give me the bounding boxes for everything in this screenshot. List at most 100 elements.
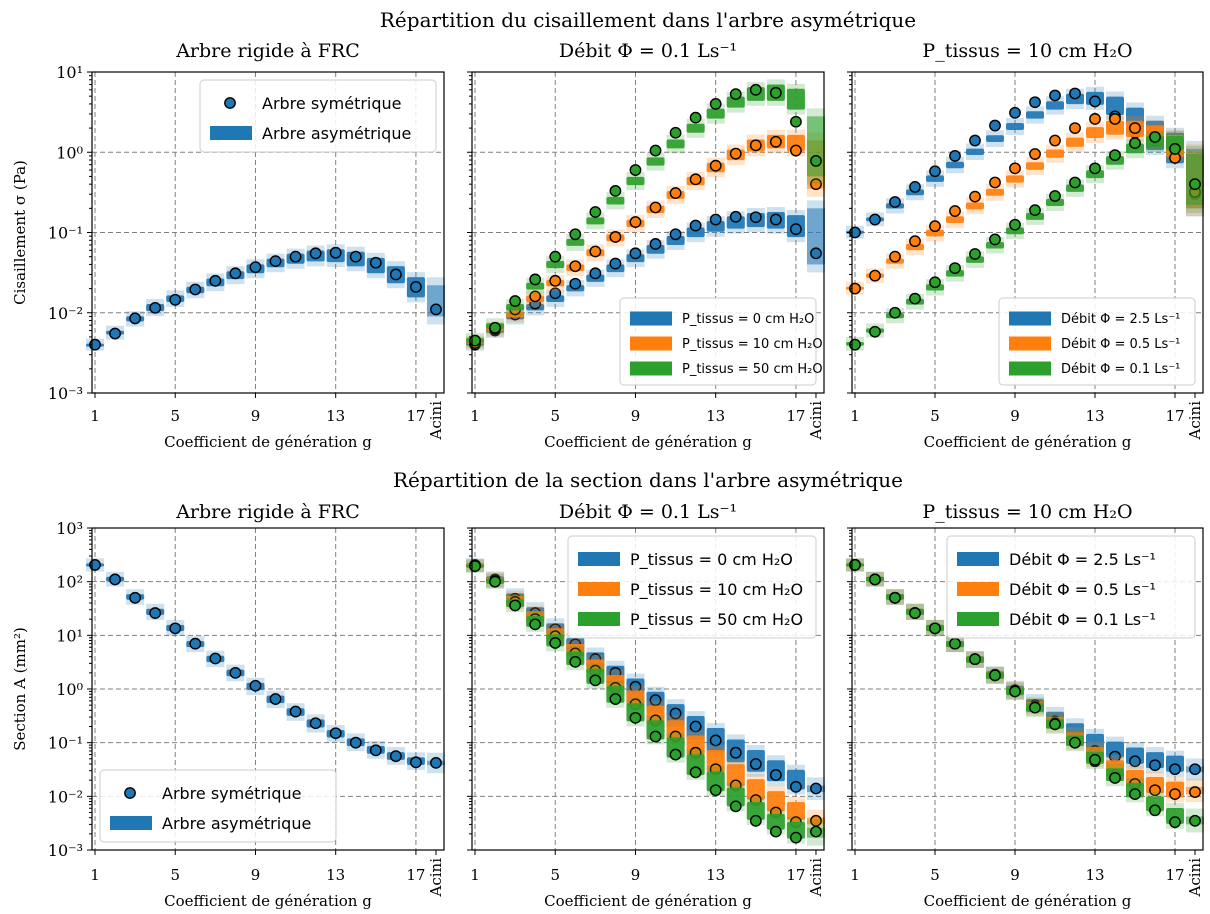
band-segment	[546, 260, 565, 269]
x-axis-label: Coefficient de génération g	[544, 433, 752, 451]
series	[465, 79, 825, 348]
symmetric-point	[1069, 122, 1081, 134]
symmetric-point	[949, 150, 961, 162]
symmetric-point	[1089, 113, 1101, 125]
symmetric-point	[989, 119, 1001, 132]
series	[846, 86, 1204, 239]
symmetric-point	[669, 707, 682, 720]
symmetric-point	[749, 83, 762, 96]
legend: P_tissus = 0 cm H₂O P_tissus = 10 cm H₂O P…	[619, 297, 823, 386]
symmetric-point	[609, 693, 622, 705]
symmetric-point	[669, 748, 682, 761]
symmetric-point	[769, 86, 782, 99]
symmetric-point	[410, 280, 422, 293]
row-suptitle: Répartition du cisaillement dans l'arbre…	[380, 8, 916, 32]
symmetric-point	[909, 607, 921, 619]
band-segment	[966, 148, 984, 156]
symmetric-point	[569, 277, 582, 290]
legend-label: P_tissus = 0 cm H₂O	[630, 550, 793, 570]
symmetric-point	[689, 219, 702, 232]
panel-title: P_tissus = 10 cm H₂O	[922, 40, 1132, 62]
symmetric-point	[769, 769, 782, 781]
legend-label: P_tissus = 50 cm H₂O	[682, 362, 823, 377]
symmetric-point	[1149, 784, 1161, 797]
band-segment	[1046, 198, 1064, 207]
symmetric-point	[1009, 685, 1021, 698]
symmetric-point	[529, 618, 542, 631]
symmetric-point	[229, 267, 242, 280]
band-segment	[1046, 149, 1064, 158]
band-segment	[946, 161, 964, 169]
symmetric-point	[669, 187, 682, 199]
y-tick-label: 10⁻³	[48, 384, 83, 403]
symmetric-point	[649, 730, 662, 743]
x-tick-label-acini: Acini	[427, 858, 445, 898]
symmetric-point	[729, 88, 742, 101]
band-segment	[926, 175, 944, 182]
x-tick-label: 9	[251, 407, 261, 425]
legend-swatch	[957, 582, 999, 596]
symmetric-point-acini	[430, 303, 442, 316]
panel: 1 5 9 13 17 Acini 10⁻³ 10⁻² 10⁻¹ 10⁰ 10¹ Arbre rigi…	[48, 40, 445, 451]
legend: Débit Φ = 2.5 Ls⁻¹ Débit Φ = 0.5 Ls⁻¹ Débi…	[998, 297, 1196, 386]
symmetric-point	[1049, 134, 1061, 147]
legend-marker	[124, 787, 136, 799]
symmetric-point	[549, 274, 562, 287]
x-axis-label: Coefficient de génération g	[924, 433, 1132, 451]
series	[85, 558, 445, 774]
band-segment	[946, 216, 964, 224]
symmetric-point	[1009, 162, 1021, 175]
x-tick-label: 17	[1165, 407, 1184, 425]
symmetric-point	[1029, 96, 1041, 109]
symmetric-point	[549, 250, 562, 263]
panel-title: Arbre rigide à FRC	[175, 40, 360, 62]
symmetric-point	[1169, 143, 1181, 155]
row-suptitle: Répartition de la section dans l'arbre a…	[393, 468, 903, 492]
symmetric-point	[329, 727, 342, 740]
band-segment	[626, 176, 645, 186]
symmetric-point	[1109, 149, 1121, 162]
x-tick-label: 5	[550, 866, 560, 884]
x-tick-label: 9	[1010, 407, 1020, 425]
band-segment	[1006, 175, 1024, 183]
legend-label: Arbre asymétrique	[262, 124, 411, 143]
symmetric-point	[949, 205, 961, 217]
symmetric-point	[389, 750, 402, 763]
panel: 1 5 9 13 17 Acini P_tissus = 10 cm H₂O Coeffici…	[846, 40, 1204, 451]
legend-box	[946, 535, 1196, 639]
symmetric-point	[629, 711, 642, 724]
symmetric-point	[1149, 759, 1161, 772]
symmetric-point	[589, 245, 602, 258]
symmetric-point	[1169, 788, 1181, 801]
symmetric-point	[189, 637, 202, 650]
band-segment	[746, 802, 765, 820]
symmetric-point	[1129, 122, 1141, 134]
symmetric-point	[889, 250, 901, 263]
y-axis-label: Cisaillement σ (Pa)	[11, 160, 29, 305]
band-segment	[1086, 733, 1104, 749]
band-segment	[986, 188, 1004, 196]
symmetric-point	[689, 173, 702, 186]
x-tick-label: 17	[786, 407, 805, 425]
symmetric-point-acini	[810, 155, 822, 167]
symmetric-point	[709, 784, 722, 797]
x-tick-label: 17	[1165, 866, 1184, 884]
panel-title: Débit Φ = 0.1 Ls⁻¹	[559, 501, 737, 523]
symmetric-point-acini	[810, 825, 822, 838]
symmetric-point	[769, 825, 782, 838]
symmetric-point	[869, 573, 881, 586]
band-segment	[786, 802, 805, 820]
band-segment	[646, 157, 665, 166]
symmetric-point	[989, 669, 1001, 682]
symmetric-point	[1129, 788, 1141, 801]
symmetric-point	[569, 655, 582, 668]
symmetric-point	[1009, 106, 1021, 119]
symmetric-point-acini	[810, 178, 822, 191]
symmetric-point	[969, 190, 981, 203]
band-segment	[786, 88, 805, 110]
symmetric-point	[849, 559, 861, 571]
x-axis-label: Coefficient de génération g	[544, 892, 752, 910]
band-segment	[706, 108, 725, 119]
symmetric-point-acini	[430, 756, 442, 769]
symmetric-point	[229, 666, 242, 679]
